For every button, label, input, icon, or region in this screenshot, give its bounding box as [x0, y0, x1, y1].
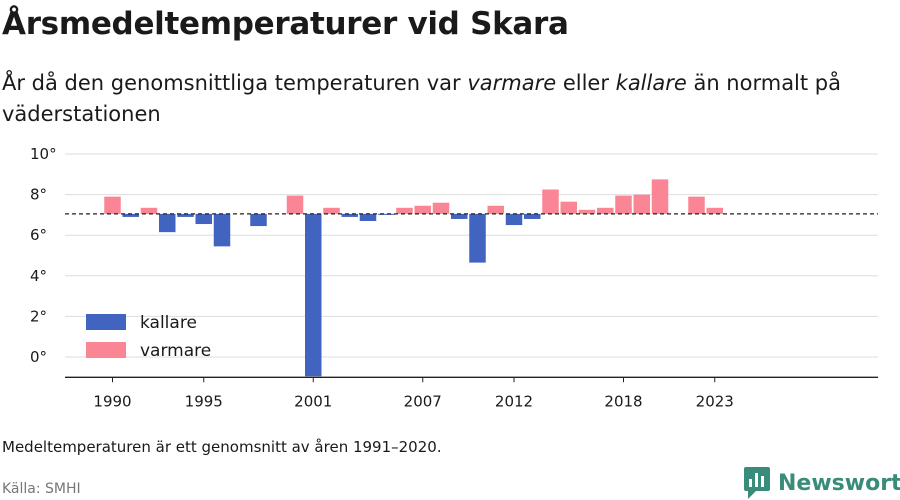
x-tick-label: 1990 [93, 392, 131, 410]
y-tick-labels: 0° 2° 4° 6° 8° 10° [30, 145, 57, 366]
y-tick-label: 0° [30, 348, 47, 366]
subtitle-part-1: År då den genomsnittliga temperaturen va… [2, 71, 468, 95]
bar-2011 [487, 205, 504, 214]
bar-2016 [578, 209, 596, 214]
legend-swatch-cold [86, 314, 126, 330]
bar-1994 [177, 213, 194, 217]
x-tick-label: 2023 [696, 392, 734, 410]
bars [65, 179, 878, 378]
bar-2007 [414, 205, 431, 214]
bar-2008 [432, 202, 450, 214]
grid-lines [65, 153, 878, 358]
bar-2010 [469, 213, 486, 263]
bar-2006 [396, 207, 413, 214]
chart-subtitle: År då den genomsnittliga temperaturen va… [2, 68, 892, 130]
y-tick-label: 8° [30, 186, 47, 204]
bar-2014 [542, 189, 559, 214]
brand-name: Newsworthy [778, 470, 900, 496]
legend-swatch-warm [86, 342, 126, 358]
x-tick-labels: 1990 1995 2001 2007 2012 2018 2023 [93, 377, 734, 410]
legend-label-warm: varmare [140, 341, 211, 361]
y-tick-label: 6° [30, 226, 47, 244]
subtitle-cold-word: kallare [615, 71, 687, 95]
y-tick-label: 2° [30, 307, 47, 325]
bar-2001 [305, 213, 322, 377]
bar-2004 [359, 213, 377, 221]
temperature-bar-chart: 0° 2° 4° 6° 8° 10° 1990 1995 2001 2007 2012 2018 20… [30, 145, 878, 410]
bar-1992 [140, 207, 158, 214]
bar-2022 [688, 196, 705, 214]
x-tick-label: 2018 [604, 392, 642, 410]
chart-title: Årsmedeltemperaturer vid Skara [2, 6, 569, 42]
x-tick-label: 2007 [404, 392, 442, 410]
bar-2020 [651, 179, 669, 214]
brand-logo[interactable]: Newsworthy [744, 467, 900, 499]
bar-1993 [159, 213, 176, 233]
bar-1996 [213, 213, 231, 247]
bar-2015 [560, 201, 577, 214]
subtitle-warm-word: varmare [467, 71, 557, 95]
bar-2023 [706, 207, 723, 214]
bar-2019 [633, 194, 650, 214]
x-tick-label: 2012 [495, 392, 533, 410]
y-tick-label: 10° [30, 145, 57, 163]
legend: kallare varmare [86, 313, 211, 361]
bar-2003 [341, 213, 358, 217]
bar-2013 [524, 213, 541, 219]
newsworthy-logo-icon [744, 467, 770, 499]
subtitle-part-5: än normalt på väderstationen [2, 71, 841, 126]
bar-1995 [195, 213, 212, 225]
bar-2000 [286, 195, 304, 214]
bar-1990 [104, 196, 121, 214]
subtitle-part-3: eller [556, 71, 616, 95]
bar-2009 [451, 213, 468, 219]
y-tick-label: 4° [30, 267, 47, 285]
footnote: Medeltemperaturen är ett genomsnitt av å… [2, 438, 442, 456]
bar-1998 [250, 213, 267, 227]
x-tick-label: 2001 [294, 392, 332, 410]
bar-2005 [378, 213, 395, 215]
bar-2018 [615, 195, 632, 214]
legend-label-cold: kallare [140, 313, 197, 333]
bar-1991 [122, 213, 139, 217]
source-label: Källa: SMHI [2, 481, 81, 497]
bar-2012 [505, 213, 523, 226]
bar-2017 [597, 207, 614, 214]
x-tick-label: 1995 [185, 392, 223, 410]
bar-2002 [323, 207, 340, 214]
